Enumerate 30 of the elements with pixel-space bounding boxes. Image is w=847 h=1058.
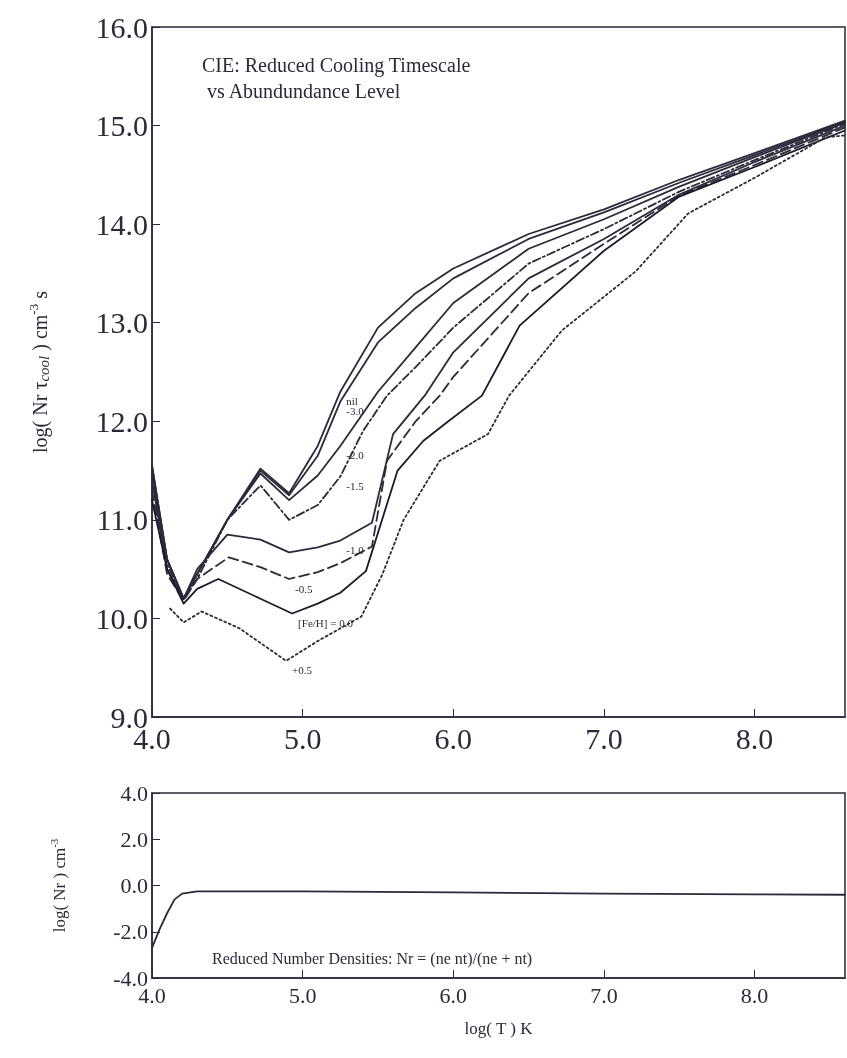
- annotation: +0.5: [292, 664, 313, 677]
- annotation: Reduced Number Densities: Nr = (ne nt)/(ne + nt): [212, 949, 533, 968]
- y-tick-label: 10.0: [95, 601, 148, 635]
- y-tick-label: 11.0: [96, 503, 148, 537]
- annotation: nil: [346, 395, 358, 408]
- y-tick-label: 13.0: [95, 306, 148, 340]
- x-tick-label: 8.0: [740, 982, 769, 1008]
- x-axis-title: log( T ) K: [464, 1019, 534, 1038]
- annotation: -0.5: [295, 582, 314, 595]
- text: CIE: Reduced Cooling Timescale vs Abundundance Level: [202, 54, 471, 102]
- y-tick-label: 0.0: [120, 873, 148, 898]
- y-tick-label: 4.0: [120, 780, 148, 806]
- x-tick-label: 7.0: [590, 982, 618, 1008]
- y-tick-label: 14.0: [95, 207, 148, 241]
- y-tick-label: 16.0: [95, 10, 148, 44]
- y-tick-label: 12.0: [95, 404, 148, 438]
- x-tick-label: 5.0: [283, 721, 322, 755]
- x-tick-label: 5.0: [288, 982, 317, 1008]
- y-axis-title: log( Nr τcool ) cm-3 s: [26, 290, 52, 453]
- annotation: -3.0: [346, 405, 365, 418]
- y-tick-label: 2.0: [120, 826, 148, 852]
- x-tick-label: 8.0: [735, 721, 774, 755]
- y-tick-label: 15.0: [95, 109, 148, 143]
- annotation: -1.0: [346, 544, 365, 557]
- x-tick-label: 6.0: [439, 982, 468, 1008]
- y-tick-label: -2.0: [113, 919, 148, 945]
- x-tick-label: 7.0: [585, 721, 623, 755]
- y-axis-title: log( Nr ) cm-3: [48, 838, 69, 933]
- annotation: -1.5: [346, 479, 365, 492]
- x-tick-label: 6.0: [434, 721, 473, 755]
